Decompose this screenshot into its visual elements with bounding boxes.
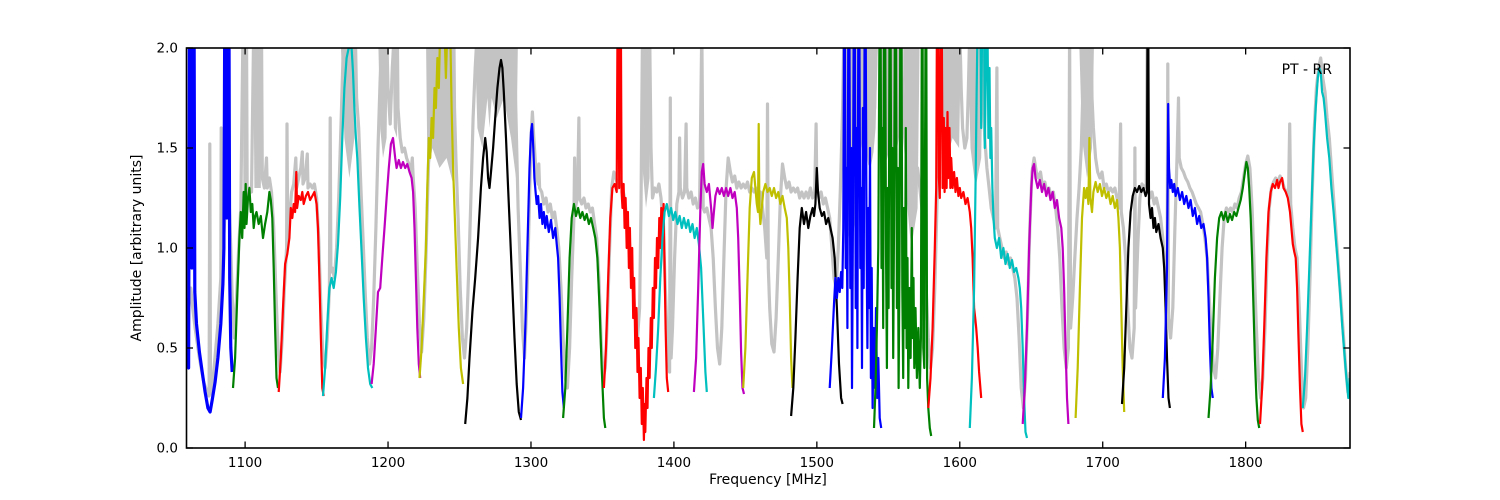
series-band-02 [231,182,280,389]
rfi-mass [253,48,263,188]
series-band-19 [1021,162,1070,425]
axis-ticks [186,47,1350,449]
series-band-03 [277,170,325,397]
series-band-18 [968,48,1029,439]
series-band-07 [464,58,523,425]
x-axis-label: Frequency [MHz] [709,472,827,488]
series-band-16 [872,48,933,437]
x-tick-label: 1100 [228,455,262,471]
rfi-mass [903,48,920,248]
x-tick-label: 1500 [800,455,834,471]
series-band-21 [1120,48,1171,409]
series-band-06 [418,48,465,385]
series-band-10 [602,48,670,442]
y-tick-label: 0.5 [157,341,178,357]
y-tick-label: 2.0 [157,41,178,57]
series-band-20 [1074,136,1126,419]
x-tick-label: 1800 [1229,455,1263,471]
rfi-mass [641,48,651,208]
x-tick-labels: 1100 1200 1300 1400 1500 1600 1700 1800 [228,455,1263,471]
series-band-12 [692,162,746,395]
series-band-22 [1161,102,1214,399]
x-tick-label: 1300 [514,455,548,471]
series-band-08 [519,122,565,419]
y-axis-label: Amplitude [arbitrary units] [129,155,145,342]
x-tick-label: 1200 [371,455,405,471]
annotation-label: PT - RR [1282,62,1333,78]
series-band-05 [370,136,422,385]
series-band-23 [1207,160,1261,429]
series-band-17 [927,48,983,409]
x-tick-label: 1700 [1086,455,1120,471]
x-tick-label: 1600 [943,455,977,471]
y-tick-label: 1.5 [157,141,178,157]
series-band-09 [562,202,607,429]
series-band-15 [828,48,883,429]
series-band-04 [321,48,374,397]
series-band-25 [1301,66,1350,409]
y-tick-label: 0.0 [157,441,178,457]
series-band-13 [742,122,794,389]
x-tick-label: 1400 [657,455,691,471]
series-band-14 [790,166,844,417]
y-tick-labels: 0.0 0.5 1.0 1.5 2.0 [157,41,178,457]
y-tick-label: 1.0 [157,241,178,257]
series-band-24 [1258,176,1304,433]
rfi-mass [426,48,456,188]
